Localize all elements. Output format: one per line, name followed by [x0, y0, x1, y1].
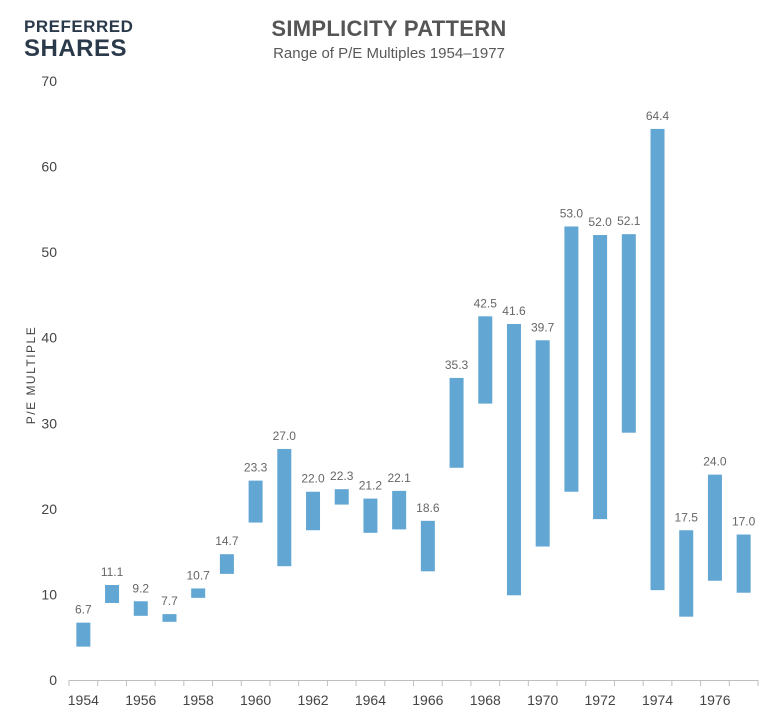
data-label: 22.1: [387, 471, 411, 485]
data-label: 6.7: [75, 603, 92, 617]
data-label: 23.3: [244, 461, 268, 475]
x-tick-label: 1968: [470, 692, 501, 708]
range-bar: [449, 377, 464, 468]
x-tick-label: 1956: [125, 692, 156, 708]
data-label: 11.1: [101, 565, 124, 579]
data-label: 10.7: [187, 568, 211, 582]
range-bar: [306, 491, 321, 531]
range-bar: [506, 324, 521, 596]
data-label: 52.1: [617, 214, 641, 228]
range-bar: [707, 474, 722, 581]
y-tick-label: 20: [41, 501, 57, 517]
y-tick-label: 40: [41, 330, 57, 346]
chart-subtitle: Range of P/E Multiples 1954–1977: [273, 45, 505, 62]
data-label: 22.3: [330, 469, 354, 483]
chart-title: SIMPLICITY PATTERN: [271, 16, 507, 41]
range-bar: [679, 530, 694, 617]
range-bar: [277, 448, 292, 567]
x-tick-label: 1960: [240, 692, 271, 708]
range-bar: [105, 585, 120, 603]
range-bar: [219, 554, 234, 574]
x-tick-label: 1972: [585, 692, 616, 708]
range-bar: [392, 490, 407, 530]
data-label: 41.6: [502, 304, 526, 318]
range-bar: [191, 588, 206, 598]
range-bar: [76, 622, 91, 647]
y-tick-label: 0: [49, 672, 57, 688]
data-label: 27.0: [273, 429, 297, 443]
data-label: 24.0: [703, 455, 727, 469]
data-label: 14.7: [215, 534, 239, 548]
brand-logo: PREFERRED SHARES: [24, 18, 133, 61]
range-bar: [334, 489, 349, 505]
y-axis-label: P/E MULTIPLE: [24, 326, 38, 424]
range-bar: [133, 601, 148, 616]
data-label: 64.4: [646, 109, 670, 123]
data-label: 17.0: [732, 515, 756, 529]
axes-group: 0 10 20 30 40 50 60 70 1954 1956 1958 1960 1962 1964 1…: [41, 73, 759, 708]
data-label: 39.7: [531, 320, 555, 334]
logo-line-2: SHARES: [24, 35, 128, 62]
range-bar: [621, 234, 636, 433]
y-tick-label: 70: [41, 73, 57, 89]
range-bar: [593, 235, 608, 520]
range-bar: [162, 614, 177, 622]
data-labels-group: 6.7 11.1 9.2 7.7 10.7 14.7 23.3 27.0 22.0 22.3 21.…: [75, 109, 756, 617]
data-label: 42.5: [474, 296, 498, 310]
data-label: 35.3: [445, 358, 469, 372]
x-tick-label: 1970: [527, 692, 558, 708]
y-tick-label: 10: [41, 586, 57, 602]
bars-group: [76, 128, 751, 647]
y-tick-label: 30: [41, 415, 57, 431]
range-bar: [535, 340, 550, 547]
data-label: 22.0: [301, 472, 325, 486]
x-tick-label: 1974: [642, 692, 673, 708]
range-bar: [363, 498, 378, 533]
x-tick-label: 1966: [412, 692, 443, 708]
range-bar: [736, 534, 751, 593]
data-label: 21.2: [359, 479, 383, 493]
y-tick-label: 50: [41, 244, 57, 260]
x-tick-label: 1962: [297, 692, 328, 708]
range-bar: [564, 226, 579, 492]
logo-line-1: PREFERRED: [24, 17, 134, 36]
range-bar: [420, 520, 435, 572]
x-tick-label: 1954: [68, 692, 99, 708]
data-label: 17.5: [675, 510, 699, 524]
data-label: 18.6: [416, 501, 440, 515]
x-tick-label: 1958: [183, 692, 214, 708]
y-tick-label: 60: [41, 159, 57, 175]
range-bar: [650, 128, 665, 591]
data-label: 7.7: [161, 594, 178, 608]
data-label: 9.2: [132, 581, 149, 595]
range-bar: [478, 316, 493, 404]
x-tick-label: 1976: [699, 692, 730, 708]
range-bar: [248, 480, 263, 523]
data-label: 52.0: [588, 215, 612, 229]
data-label: 53.0: [560, 206, 584, 220]
x-tick-label: 1964: [355, 692, 386, 708]
